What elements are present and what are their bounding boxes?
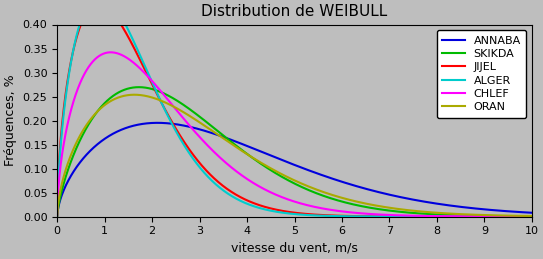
ANNABA [528, 211, 535, 214]
SKIKDA [515, 215, 521, 218]
Line: JIJEL: JIJEL [57, 4, 532, 217]
Line: SKIKDA: SKIKDA [57, 87, 532, 216]
ANNABA [515, 210, 522, 213]
X-axis label: vitesse du vent, m/s: vitesse du vent, m/s [231, 242, 358, 255]
SKIKDA [54, 215, 60, 218]
CHLEF [515, 215, 522, 218]
CHLEF [54, 214, 60, 217]
Title: Distribution de WEIBULL: Distribution de WEIBULL [201, 4, 388, 19]
CHLEF [515, 215, 521, 218]
ALGER [428, 215, 434, 218]
ALGER [285, 212, 292, 215]
ANNABA [515, 210, 521, 213]
ALGER [515, 215, 522, 218]
JIJEL [528, 215, 535, 218]
Line: ANNABA: ANNABA [57, 123, 532, 216]
Line: CHLEF: CHLEF [57, 52, 532, 217]
JIJEL [95, 2, 102, 5]
CHLEF [528, 215, 535, 218]
ANNABA [428, 201, 434, 204]
ANNABA [154, 121, 161, 124]
JIJEL [515, 215, 522, 218]
Line: ALGER: ALGER [57, 0, 532, 217]
Line: ORAN: ORAN [57, 95, 532, 216]
ANNABA [54, 215, 60, 218]
SKIKDA [285, 179, 292, 182]
ALGER [54, 214, 60, 217]
SKIKDA [428, 213, 434, 216]
Legend: ANNABA, SKIKDA, JIJEL, ALGER, CHLEF, ORAN: ANNABA, SKIKDA, JIJEL, ALGER, CHLEF, ORA… [437, 30, 526, 118]
ANNABA [78, 159, 85, 162]
ORAN [515, 214, 521, 217]
ORAN [273, 169, 279, 172]
Y-axis label: Fréquences, %: Fréquences, % [4, 75, 17, 166]
ORAN [131, 93, 137, 96]
SKIKDA [273, 172, 279, 175]
JIJEL [78, 21, 85, 25]
ORAN [528, 214, 535, 218]
ANNABA [273, 156, 279, 159]
ORAN [515, 214, 522, 217]
JIJEL [428, 215, 434, 218]
JIJEL [273, 208, 279, 211]
SKIKDA [515, 215, 522, 218]
ALGER [273, 210, 279, 213]
ANNABA [285, 161, 292, 164]
ALGER [515, 215, 521, 218]
SKIKDA [136, 86, 142, 89]
CHLEF [108, 51, 114, 54]
ALGER [78, 17, 85, 20]
JIJEL [285, 210, 292, 213]
ORAN [78, 132, 85, 135]
SKIKDA [78, 136, 85, 139]
SKIKDA [528, 215, 535, 218]
ALGER [528, 215, 535, 218]
CHLEF [78, 78, 85, 82]
JIJEL [515, 215, 521, 218]
CHLEF [428, 214, 434, 218]
CHLEF [273, 193, 279, 196]
ORAN [54, 214, 60, 218]
JIJEL [54, 213, 60, 216]
ORAN [285, 176, 292, 179]
ORAN [428, 211, 434, 214]
CHLEF [285, 198, 292, 201]
